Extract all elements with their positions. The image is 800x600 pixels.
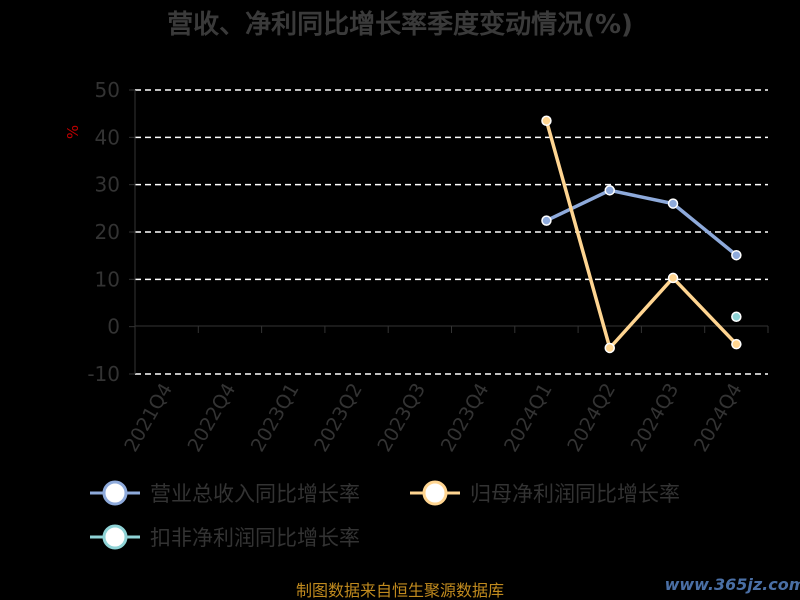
x-tick-label: 2022Q4: [184, 380, 241, 456]
legend-item[interactable]: 归母净利润同比增长率: [410, 480, 680, 506]
x-tick-label: 2024Q3: [627, 380, 684, 456]
legend-item[interactable]: 营业总收入同比增长率: [90, 480, 360, 506]
series-2: [541, 115, 742, 354]
data-point[interactable]: [541, 215, 552, 226]
y-tick-label: 30: [95, 173, 120, 197]
y-tick-label: 10: [95, 267, 120, 291]
y-tick-label: 20: [95, 220, 120, 244]
x-tick-label: 2021Q4: [120, 380, 177, 456]
source-note: 制图数据来自恒生聚源数据库: [296, 581, 504, 600]
chart-title: 营收、净利同比增长率季度变动情况(%): [167, 9, 633, 40]
x-tick-label: 2023Q3: [373, 380, 430, 456]
data-point[interactable]: [541, 115, 552, 127]
x-tick-label: 2023Q4: [437, 380, 494, 456]
legend-label: 营业总收入同比增长率: [150, 482, 360, 506]
x-tick-label: 2023Q2: [310, 380, 367, 456]
y-tick-labels: 50 40 30 20 10 0 -10: [87, 78, 135, 386]
watermark: www.365jz.com: [665, 575, 800, 594]
series-line: [545, 188, 738, 257]
y-axis-label: %: [64, 125, 82, 139]
legend-marker: [102, 524, 128, 550]
data-point[interactable]: [667, 198, 679, 209]
legend-item[interactable]: 扣非净利润同比增长率: [90, 524, 360, 550]
y-tick-label: 0: [107, 315, 120, 339]
data-point[interactable]: [731, 311, 742, 322]
series-3: [731, 311, 742, 322]
data-point[interactable]: [604, 185, 615, 196]
legend-marker: [422, 480, 448, 506]
x-tick-label: 2024Q1: [500, 380, 557, 456]
y-tick-label: 40: [95, 125, 120, 149]
series-1: [541, 185, 742, 261]
y-tick-label: 50: [95, 78, 120, 102]
data-point[interactable]: [731, 338, 742, 350]
data-point[interactable]: [667, 272, 679, 284]
x-tick-label: 2023Q1: [247, 380, 304, 456]
x-tick-label: 2024Q4: [690, 380, 747, 456]
series-lines: [541, 115, 742, 354]
y-tick-label: -10: [87, 362, 120, 386]
legend-label: 扣非净利润同比增长率: [150, 526, 360, 550]
gridlines: [135, 89, 768, 375]
data-point[interactable]: [604, 342, 615, 354]
x-tick-label: 2024Q2: [563, 380, 620, 456]
x-tick-labels: 2021Q4 2022Q4 2023Q1 2023Q2 2023Q3 2023Q4 2024…: [120, 326, 769, 456]
series-line: [544, 120, 738, 350]
legend-marker: [102, 480, 128, 506]
data-point[interactable]: [731, 249, 742, 261]
legend-label: 归母净利润同比增长率: [470, 482, 680, 506]
